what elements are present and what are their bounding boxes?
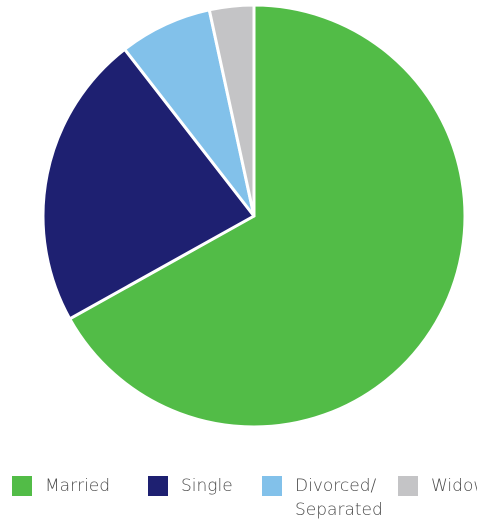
legend-label-married: Married [45, 476, 111, 496]
legend-swatch-married [12, 476, 32, 496]
legend-label-widowed: Widowed [431, 476, 477, 496]
legend-swatch-single [148, 476, 168, 496]
pie-chart [41, 3, 467, 429]
pie-slice-married [68, 3, 467, 429]
legend: Married Single Divorced/ Separated Widow… [0, 474, 477, 524]
legend-swatch-divorced-separated [262, 476, 282, 496]
legend-swatch-widowed [398, 476, 418, 496]
legend-label-single: Single [181, 476, 233, 496]
pie-slice-single [41, 47, 256, 321]
pie-slice-widowed [207, 3, 256, 218]
legend-label-divorced-separated: Divorced/ Separated [295, 476, 383, 520]
